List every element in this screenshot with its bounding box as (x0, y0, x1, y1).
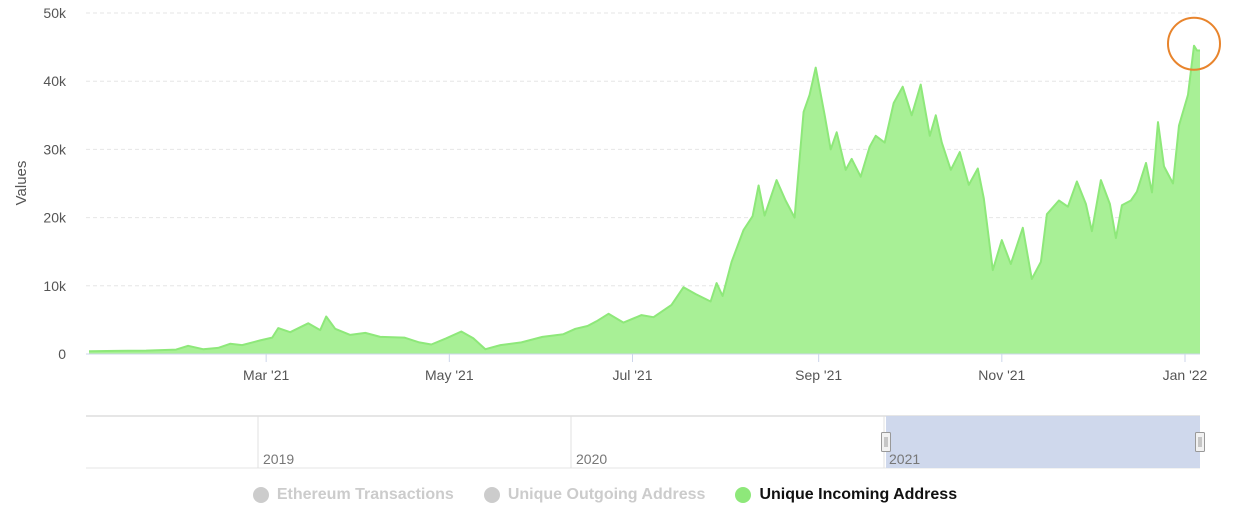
highlight-layer (1166, 16, 1221, 71)
y-tick-label: 30k (43, 141, 67, 157)
y-tick-label: 10k (43, 278, 67, 294)
series-area-layer (88, 44, 1200, 354)
series-line[interactable] (88, 44, 1200, 353)
navigator-label-2019: 2019 (263, 451, 294, 467)
x-tick-label: Mar '21 (243, 367, 289, 383)
x-tick-label: Jan '22 (1163, 367, 1208, 383)
navigator-left-handle[interactable] (881, 432, 891, 452)
x-tick-label: Sep '21 (795, 367, 842, 383)
legend-item-unique-outgoing-address[interactable]: Unique Outgoing Address (483, 486, 706, 504)
navigator-label-2020: 2020 (576, 451, 607, 467)
navigator-selected-range[interactable] (886, 416, 1200, 468)
series-area-fill (89, 45, 1200, 354)
x-tick-label: Nov '21 (978, 367, 1025, 383)
legend-label: Ethereum Transactions (276, 486, 454, 503)
y-tick-label: 0 (58, 346, 66, 362)
y-tick-label: 40k (43, 73, 67, 89)
y-tick-label: 20k (43, 210, 67, 226)
highlight-circle (1166, 16, 1221, 71)
legend: Ethereum Transactions Unique Outgoing Ad… (0, 486, 1210, 504)
axis-layer: 0 10k 20k 30k 40k 50k Mar '21 May '21 Jul '21 Sep… (43, 5, 1207, 383)
main-chart: 0 10k 20k 30k 40k 50k Mar '21 May '21 Jul '21 Sep… (13, 5, 1221, 469)
grid-layer (86, 12, 1200, 287)
legend-label: Unique Outgoing Address (507, 486, 706, 503)
navigator-right-handle[interactable] (1195, 432, 1205, 452)
y-tick-label: 50k (43, 5, 67, 21)
navigator[interactable]: 2019 2020 2021 (86, 415, 1205, 469)
y-axis-title: Values (13, 161, 30, 206)
legend-label: Unique Incoming Address (759, 486, 958, 503)
legend-item-ethereum-transactions[interactable]: Ethereum Transactions (252, 486, 454, 504)
x-tick-label: Jul '21 (612, 367, 652, 383)
legend-item-unique-incoming-address[interactable]: Unique Incoming Address (735, 486, 957, 504)
legend-dot-icon (483, 487, 500, 503)
x-tick-label: May '21 (425, 367, 474, 383)
legend-dot-icon (735, 487, 752, 503)
navigator-label-2021: 2021 (889, 451, 920, 467)
legend-dot-icon (252, 487, 269, 503)
